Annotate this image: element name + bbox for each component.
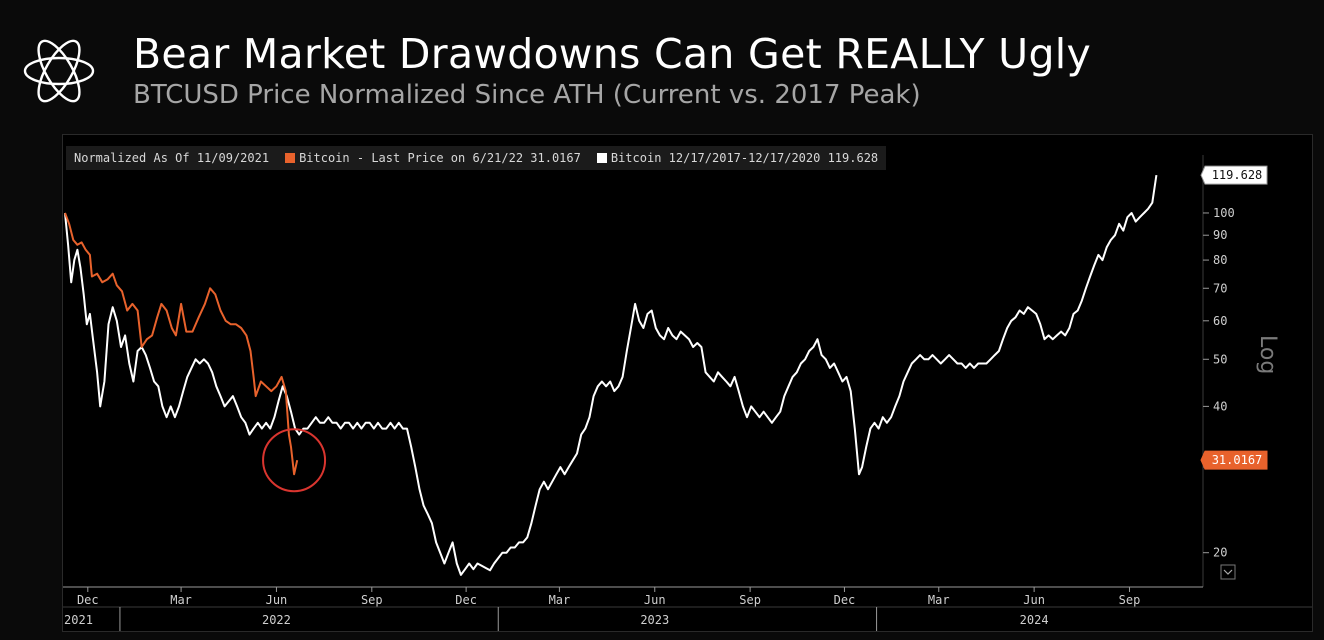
chevron-down-icon	[1223, 569, 1233, 575]
legend-prefix: Normalized As Of 11/09/2021	[74, 151, 270, 165]
legend-label-current: Bitcoin - Last Price on 6/21/22 31.0167	[299, 151, 581, 165]
last-value-tag-box	[1200, 165, 1268, 185]
y-scale-label: Log	[1255, 335, 1280, 374]
x-tick-label: Dec	[834, 593, 856, 607]
highlight-circle	[262, 428, 327, 493]
series-line-current	[64, 212, 299, 476]
x-tick-label: Mar	[170, 593, 192, 607]
y-tick-label: 20	[1213, 546, 1227, 560]
x-year-label: 2022	[262, 613, 291, 627]
brand-logo-icon	[23, 39, 95, 103]
last-value-tag-past: 119.628	[1200, 165, 1268, 185]
x-tick-label: Jun	[1023, 593, 1045, 607]
y-tick-label: 80	[1213, 253, 1227, 267]
x-year-label: 2023	[640, 613, 669, 627]
y-tick-label: 100	[1213, 206, 1235, 220]
x-year-label: 2024	[1020, 613, 1049, 627]
legend-swatch-current	[285, 153, 296, 163]
y-tick-label: 50	[1213, 352, 1227, 366]
y-tick-label: 70	[1213, 281, 1227, 295]
x-tick-label: Mar	[928, 593, 950, 607]
x-tick-label: Sep	[361, 593, 383, 607]
page-title: Bear Market Drawdowns Can Get REALLY Ugl…	[133, 30, 1092, 78]
x-tick-label: Sep	[739, 593, 761, 607]
y-tick-label: 40	[1213, 399, 1227, 413]
series-line-past	[64, 174, 1158, 576]
page-subtitle: BTCUSD Price Normalized Since ATH (Curre…	[133, 80, 921, 110]
y-tick-label: 90	[1213, 228, 1227, 242]
x-year-label: 2021	[64, 613, 93, 627]
last-value-tag-box	[1200, 450, 1268, 470]
legend-swatch-past	[596, 153, 607, 163]
line-chart: 20 40 50 60 70 80 90 100 Log Dec Mar Jun Sep Dec Mar Ju…	[63, 155, 1312, 631]
last-value-tag-label: 119.628	[1212, 168, 1263, 182]
legend-item-past: Bitcoin 12/17/2017-12/17/2020 119.628	[596, 151, 879, 165]
y-tick-label: 60	[1213, 314, 1227, 328]
x-tick-label: Mar	[549, 593, 571, 607]
chart-panel: 20 40 50 60 70 80 90 100 Log Dec Mar Jun Sep Dec Mar Ju…	[62, 134, 1313, 632]
legend-item-current: Bitcoin - Last Price on 6/21/22 31.0167	[285, 151, 581, 165]
chart-options-box	[1220, 564, 1236, 580]
legend-label-past: Bitcoin 12/17/2017-12/17/2020 119.628	[610, 151, 879, 165]
x-tick-label: Jun	[266, 593, 288, 607]
chart-options-icon	[1220, 564, 1236, 580]
x-tick-label: Dec	[455, 593, 477, 607]
x-tick-label: Dec	[77, 593, 99, 607]
last-value-tag-label: 31.0167	[1212, 453, 1263, 467]
x-tick-label: Jun	[644, 593, 666, 607]
chart-legend: Normalized As Of 11/09/2021 Bitcoin - La…	[66, 146, 887, 170]
last-value-tag-current: 31.0167	[1200, 450, 1268, 470]
x-tick-label: Sep	[1119, 593, 1141, 607]
